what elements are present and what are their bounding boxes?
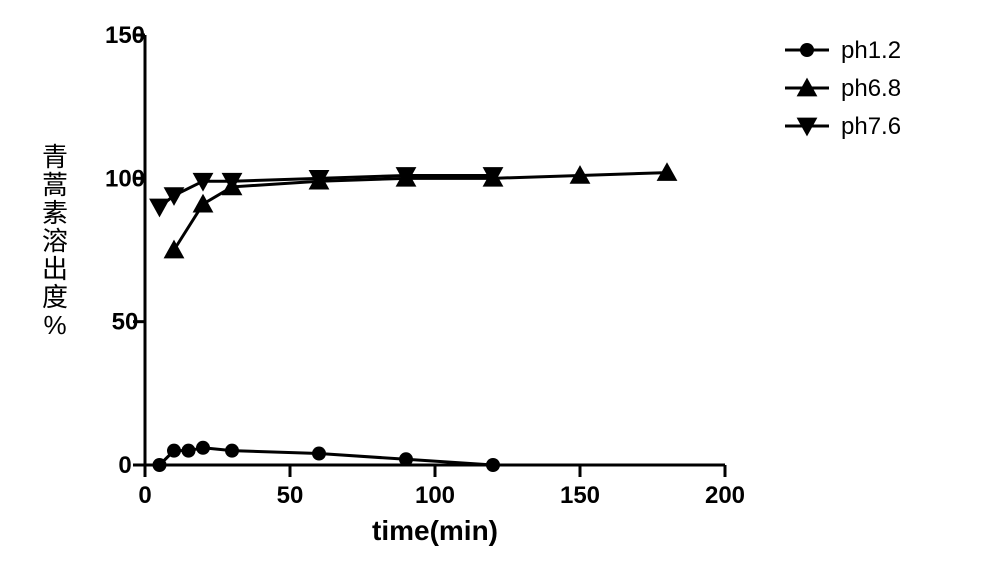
legend-label: ph1.2	[841, 37, 901, 64]
y-axis-label-char: 出	[42, 254, 68, 284]
chart-svg: 0 50 100 150 200 time(min) 0 50 100 150 青蒿素溶出度% ph1…	[0, 0, 1000, 572]
chart-container: 0 50 100 150 200 time(min) 0 50 100 150 青蒿素溶出度% ph1…	[0, 0, 1000, 572]
y-axis-label-char: %	[43, 310, 66, 340]
x-tick-label: 200	[705, 482, 745, 509]
x-tick-label: 100	[415, 482, 455, 509]
y-axis-label-char: 溶	[42, 226, 68, 256]
y-axis-label-char: 青	[42, 142, 68, 172]
y-axis-label-char: 蒿	[42, 170, 68, 200]
legend-label: ph7.6	[841, 113, 901, 140]
legend-label: ph6.8	[841, 75, 901, 102]
series-ph1.2	[153, 441, 501, 472]
y-axis-label-char: 素	[42, 198, 68, 228]
x-tick-label: 50	[277, 482, 304, 509]
legend: ph1.2 ph6.8 ph7.6	[785, 37, 901, 140]
y-tick-label: 150	[105, 22, 145, 49]
y-tick-label: 50	[112, 309, 139, 336]
y-axis-label-char: 度	[42, 282, 68, 312]
x-axis-label: time(min)	[372, 515, 498, 546]
y-tick-label: 100	[105, 165, 145, 192]
y-tick-label: 0	[118, 452, 131, 479]
x-tick-label: 150	[560, 482, 600, 509]
x-tick-label: 0	[138, 482, 151, 509]
